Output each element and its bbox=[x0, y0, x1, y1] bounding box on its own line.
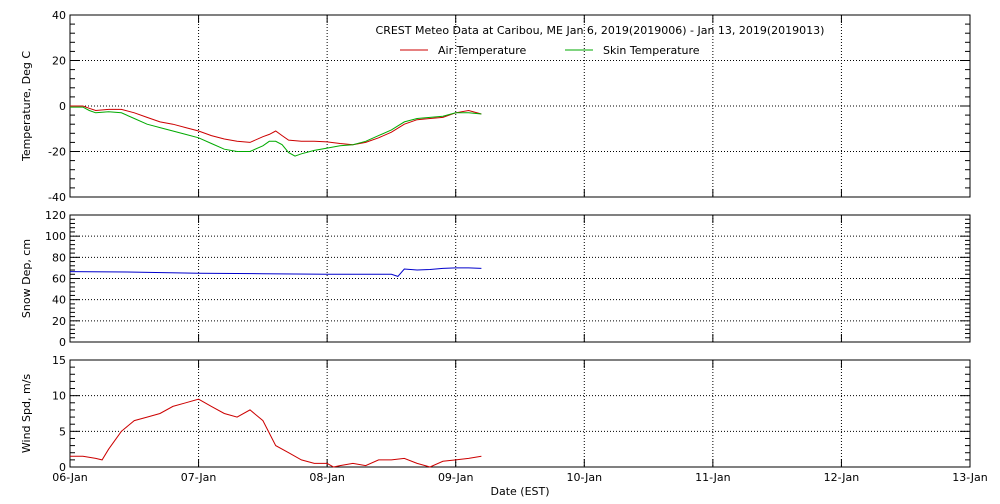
y-tick-label: -40 bbox=[48, 191, 66, 204]
chart-title: CREST Meteo Data at Caribou, ME Jan 6, 2… bbox=[376, 24, 825, 37]
x-tick-label: 11-Jan bbox=[695, 471, 731, 484]
y-tick-label: 0 bbox=[59, 336, 66, 349]
y-tick-label: 20 bbox=[52, 315, 66, 328]
y-tick-label: 5 bbox=[59, 425, 66, 438]
y-axis-label: Temperature, Deg C bbox=[20, 51, 33, 162]
series-line-2-0 bbox=[70, 398, 482, 468]
legend-label: Skin Temperature bbox=[603, 44, 700, 57]
x-tick-label: 13-Jan bbox=[952, 471, 988, 484]
y-tick-label: 0 bbox=[59, 100, 66, 113]
y-tick-label: 60 bbox=[52, 273, 66, 286]
x-tick-label: 06-Jan bbox=[52, 471, 88, 484]
x-tick-label: 10-Jan bbox=[567, 471, 603, 484]
series-line-1-0 bbox=[69, 267, 482, 277]
x-axis-label: Date (EST) bbox=[490, 485, 549, 498]
y-tick-label: 20 bbox=[52, 55, 66, 68]
y-tick-label: 15 bbox=[52, 354, 66, 367]
y-tick-label: 100 bbox=[45, 230, 66, 243]
y-tick-label: 10 bbox=[52, 390, 66, 403]
plot-frame bbox=[69, 359, 971, 468]
y-axis-label: Wind Spd, m/s bbox=[20, 374, 33, 454]
y-axis-label: Snow Dep, cm bbox=[20, 239, 33, 318]
plot-frame bbox=[69, 214, 971, 343]
x-tick-label: 08-Jan bbox=[309, 471, 345, 484]
x-tick-label: 09-Jan bbox=[438, 471, 474, 484]
y-tick-label: 80 bbox=[52, 251, 66, 264]
y-tick-label: 120 bbox=[45, 209, 66, 222]
series-line-0-1 bbox=[70, 106, 482, 157]
y-tick-label: 0 bbox=[59, 461, 66, 474]
x-tick-label: 07-Jan bbox=[181, 471, 217, 484]
x-tick-label: 12-Jan bbox=[824, 471, 860, 484]
y-tick-label: 40 bbox=[52, 294, 66, 307]
legend-label: Air Temperature bbox=[438, 44, 527, 57]
series-line-0-0 bbox=[70, 105, 482, 146]
y-tick-label: -20 bbox=[48, 146, 66, 159]
y-tick-label: 40 bbox=[52, 9, 66, 22]
